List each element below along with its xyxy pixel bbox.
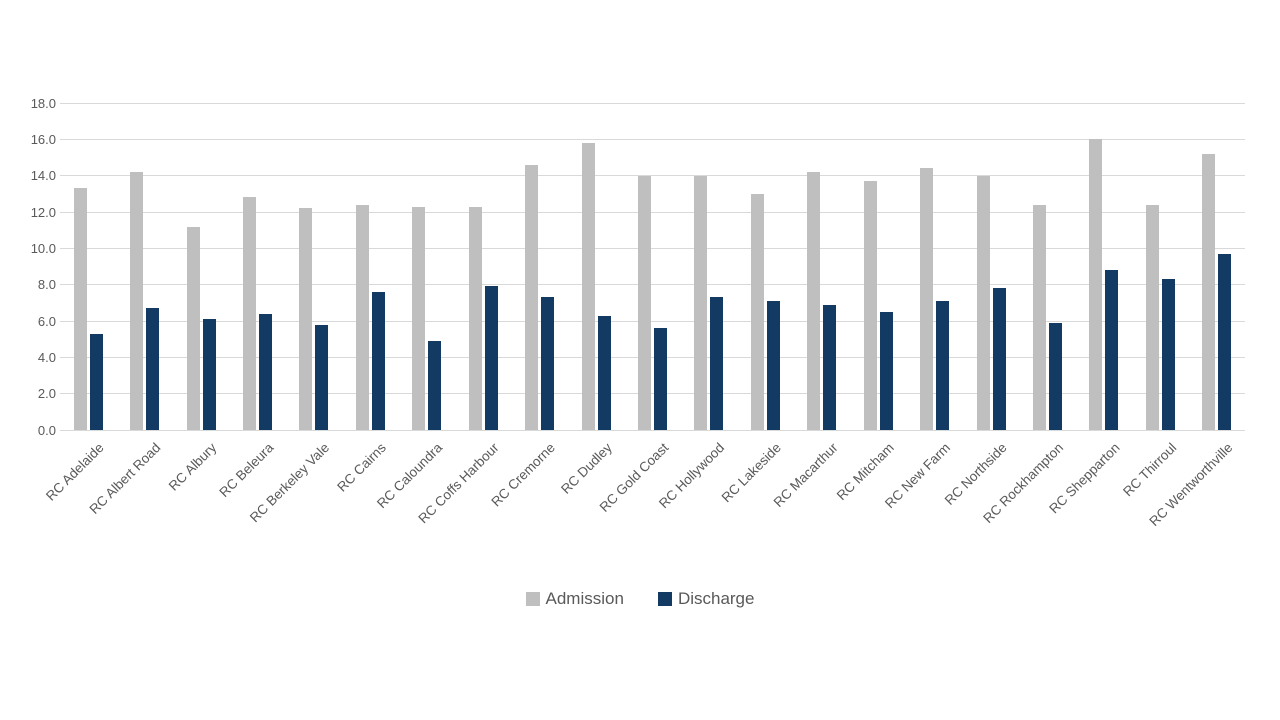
bar-discharge-rc-coffs-harbour bbox=[484, 286, 498, 430]
bar-admission-rc-caloundra bbox=[412, 206, 426, 430]
y-axis-tick-label: 0.0 bbox=[37, 422, 56, 438]
gridline-y-4.0 bbox=[60, 356, 1245, 358]
gridline-y-6.0 bbox=[60, 320, 1245, 322]
bar-discharge-rc-shepparton bbox=[1105, 270, 1119, 430]
bar-admission-rc-lakeside bbox=[750, 193, 764, 430]
bar-admission-rc-thirroul bbox=[1145, 204, 1159, 430]
y-axis-tick-label: 2.0 bbox=[37, 386, 56, 402]
bar-admission-rc-cremorne bbox=[525, 164, 539, 430]
x-axis-category-label: RC Beleura bbox=[216, 440, 277, 500]
bar-discharge-rc-berkeley-vale bbox=[315, 324, 329, 430]
legend-label-admission: Admission bbox=[545, 589, 624, 608]
bar-admission-rc-mitcham bbox=[863, 181, 877, 430]
bar-discharge-rc-mitcham bbox=[879, 311, 893, 430]
bar-admission-rc-new-farm bbox=[920, 168, 934, 430]
y-axis-tick-label: 6.0 bbox=[37, 313, 56, 329]
bar-discharge-rc-new-farm bbox=[936, 301, 950, 430]
bar-admission-rc-northside bbox=[976, 175, 990, 430]
x-axis-category-label: RC Albury bbox=[166, 440, 220, 494]
bar-admission-rc-cairns bbox=[355, 204, 369, 430]
x-axis-category-label: RC Dudley bbox=[557, 440, 615, 497]
bar-admission-rc-gold-coast bbox=[638, 175, 651, 430]
bar-discharge-rc-caloundra bbox=[428, 340, 442, 430]
bar-admission-rc-hollywood bbox=[694, 175, 708, 430]
gridline-y-12.0 bbox=[60, 211, 1245, 213]
plot-area: 0.0 2.0 4.0 6.0 8.0 10.0 12.0 14.0 16.0 18.0 RC Ad… bbox=[31, 96, 1245, 529]
gridline-y-10.0 bbox=[60, 247, 1245, 249]
y-axis-tick-label: 18.0 bbox=[30, 95, 56, 111]
discharge-swatch-icon bbox=[657, 592, 672, 606]
gridline-y-2.0 bbox=[60, 393, 1245, 395]
gridline-y-0.0 bbox=[60, 429, 1245, 431]
y-axis-tick-label: 12.0 bbox=[30, 204, 56, 220]
bar-admission-rc-beleura bbox=[243, 197, 256, 430]
bar-discharge-rc-thirroul bbox=[1161, 279, 1175, 430]
bar-discharge-rc-beleura bbox=[259, 313, 272, 430]
legend: Admission Discharge bbox=[0, 589, 1280, 609]
gridline-y-8.0 bbox=[60, 284, 1245, 286]
gridline-y-16.0 bbox=[60, 138, 1245, 140]
y-axis-tick-label: 16.0 bbox=[30, 131, 56, 147]
bar-discharge-rc-northside bbox=[992, 288, 1006, 430]
bar-admission-rc-berkeley-vale bbox=[299, 208, 313, 430]
bar-discharge-rc-cairns bbox=[371, 291, 385, 430]
bar-discharge-rc-lakeside bbox=[766, 301, 780, 430]
bar-discharge-rc-dudley bbox=[597, 315, 611, 430]
x-axis-category-label: RC Cairns bbox=[334, 440, 389, 495]
bar-admission-rc-albert-road bbox=[130, 172, 144, 430]
bar-discharge-rc-albury bbox=[202, 319, 216, 430]
y-axis-tick-label: 4.0 bbox=[37, 349, 56, 365]
y-axis-tick-label: 8.0 bbox=[37, 277, 56, 293]
gridline-y-14.0 bbox=[60, 175, 1245, 177]
bar-discharge-rc-adelaide bbox=[89, 333, 103, 430]
y-axis-tick-label: 10.0 bbox=[30, 240, 56, 256]
legend-item-discharge: Discharge bbox=[657, 589, 755, 609]
bar-discharge-rc-macarthur bbox=[823, 304, 837, 430]
bar-discharge-rc-albert-road bbox=[146, 308, 160, 430]
bar-admission-rc-adelaide bbox=[73, 188, 87, 430]
admission-swatch-icon bbox=[525, 592, 540, 606]
legend-item-admission: Admission bbox=[525, 589, 624, 609]
gridline-y-18.0 bbox=[60, 102, 1245, 104]
legend-label-discharge: Discharge bbox=[677, 589, 755, 608]
x-axis-category-label: RC Thirroul bbox=[1119, 440, 1179, 500]
bar-admission-rc-coffs-harbour bbox=[468, 206, 482, 430]
bar-admission-rc-shepparton bbox=[1089, 139, 1103, 430]
bar-discharge-rc-wentworthville bbox=[1218, 253, 1232, 430]
bar-admission-rc-albury bbox=[186, 226, 200, 430]
bar-discharge-rc-cremorne bbox=[541, 297, 555, 430]
bar-admission-rc-rockhampton bbox=[1033, 204, 1046, 430]
bar-admission-rc-wentworthville bbox=[1202, 153, 1216, 430]
bar-discharge-rc-gold-coast bbox=[654, 328, 667, 430]
bar-discharge-rc-hollywood bbox=[710, 297, 724, 430]
y-axis-tick-label: 14.0 bbox=[30, 168, 56, 184]
bar-admission-rc-macarthur bbox=[807, 172, 821, 430]
bar-discharge-rc-rockhampton bbox=[1049, 322, 1062, 430]
bar-admission-rc-dudley bbox=[581, 142, 595, 430]
